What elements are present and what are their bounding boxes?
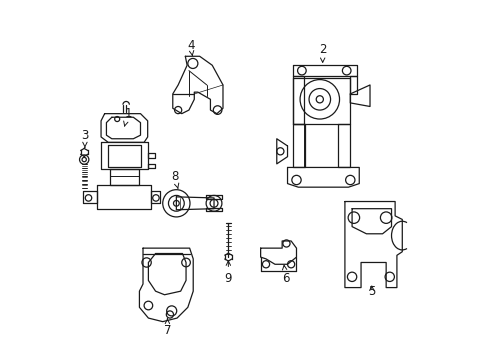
Text: 2: 2 (318, 42, 326, 62)
Text: 4: 4 (186, 39, 194, 55)
Text: 3: 3 (81, 129, 88, 147)
Text: 8: 8 (170, 170, 179, 188)
Text: 6: 6 (282, 265, 289, 285)
Text: 1: 1 (123, 107, 131, 126)
Text: 5: 5 (367, 285, 375, 298)
Text: 7: 7 (163, 319, 171, 337)
Text: 9: 9 (224, 261, 232, 285)
